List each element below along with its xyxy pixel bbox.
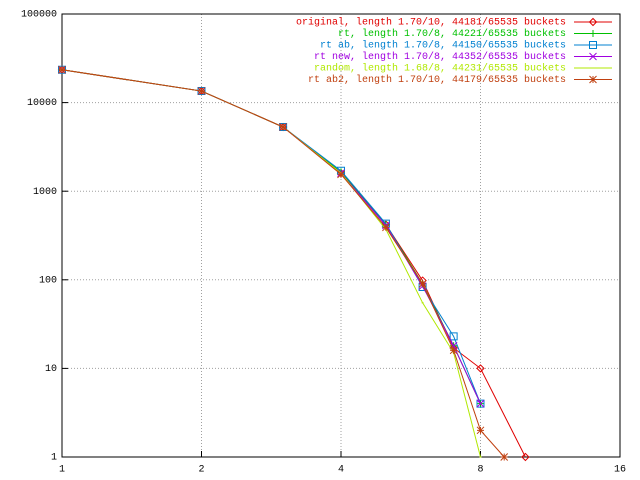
marker (588, 17, 598, 27)
marker (418, 280, 427, 288)
legend-label: rt new, length 1.70/8, 44352/65535 bucke… (314, 51, 566, 63)
marker (521, 452, 530, 462)
x-tick-label: 1 (59, 465, 65, 476)
marker (58, 65, 66, 74)
marker (279, 123, 287, 131)
y-tick-label: 100000 (21, 10, 57, 21)
y-tick-label: 1 (51, 453, 57, 464)
y-tick-label: 10000 (27, 98, 57, 109)
marker (476, 399, 485, 408)
plot-frame (61, 13, 621, 458)
x-tick-label: 2 (198, 465, 204, 476)
marker (589, 30, 597, 37)
x-tick-label: 8 (477, 465, 483, 476)
marker (589, 41, 597, 49)
series-line (61, 69, 481, 404)
y-tick-label: 1000 (33, 187, 57, 198)
marker (589, 75, 597, 84)
x-tick-label: 4 (338, 465, 344, 476)
y-tick-label: 10 (45, 364, 57, 375)
marker (197, 87, 206, 95)
marker (476, 364, 485, 373)
marker (58, 65, 66, 74)
marker (337, 170, 345, 179)
marker (476, 426, 485, 435)
marker (382, 223, 390, 232)
series-line (61, 69, 481, 404)
marker (500, 453, 509, 461)
legend-label: rt, length 1.70/8, 44221/65535 buckets (338, 28, 566, 40)
marker (449, 332, 458, 341)
legend-label: random, length 1.68/8, 44231/65535 bucke… (314, 63, 566, 75)
legend-label: rt ab, length 1.70/8, 44150/65535 bucket… (320, 40, 566, 52)
x-tick-label: 16 (614, 465, 626, 476)
series-line (61, 69, 526, 458)
y-tick-label: 100 (39, 275, 57, 286)
marker (449, 346, 458, 355)
legend-label: original, length 1.70/10, 44181/65535 bu… (296, 17, 566, 29)
series-line (61, 69, 481, 458)
series-line (61, 69, 481, 404)
legend-label: rt ab2, length 1.70/10, 44179/65535 buck… (308, 74, 566, 86)
marker (589, 52, 597, 61)
